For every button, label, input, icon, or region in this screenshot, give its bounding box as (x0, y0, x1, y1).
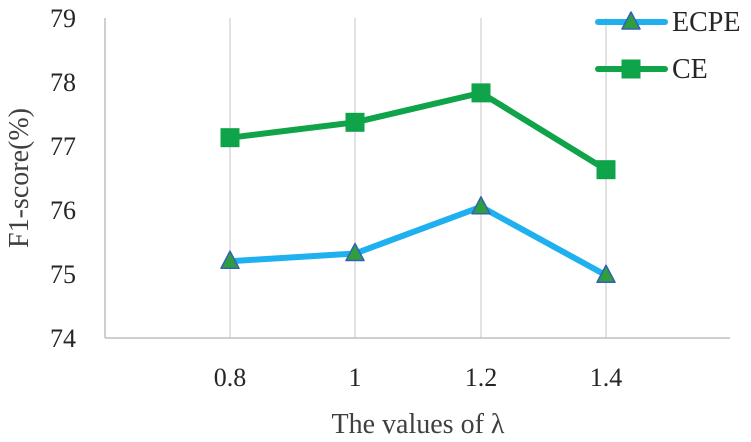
legend-label-ecpe: ECPE (672, 7, 740, 38)
data-point-ce-1.2 (471, 83, 491, 103)
series-layer (220, 83, 616, 284)
series-ecpe (220, 196, 616, 284)
legend-label-ce: CE (672, 54, 708, 85)
y-tick-label: 79 (50, 4, 76, 33)
y-tick-label: 78 (50, 68, 76, 97)
x-tick-label: 1.4 (590, 363, 623, 392)
data-point-ecpe-1 (345, 242, 365, 262)
series-line-ce (227, 89, 609, 173)
y-tick-label: 75 (50, 260, 76, 289)
x-tick-label: 1 (349, 363, 362, 392)
legend-item-ecpe: ECPE (595, 7, 740, 38)
y-tick-label: 77 (50, 132, 76, 161)
data-point-ce-0.8 (220, 128, 240, 148)
y-axis-title: F1-score(%) (4, 108, 35, 248)
x-tick-label: 0.8 (214, 363, 247, 392)
series-ce (220, 83, 616, 180)
y-tick-label: 74 (50, 324, 76, 353)
legend-marker-ce (621, 59, 641, 79)
data-point-ecpe-1.2 (471, 196, 491, 215)
data-point-ce-1 (345, 112, 365, 132)
legend-marker-ecpe (621, 11, 641, 30)
data-point-ce-1.4 (596, 160, 616, 180)
data-point-ecpe-1.4 (596, 264, 616, 284)
y-tick-label: 76 (50, 196, 76, 225)
axes: 74 75 76 77 78 79 0.8 1 1.2 1.4 (50, 4, 730, 392)
series-line-ecpe (227, 203, 609, 279)
x-tick-label: 1.2 (465, 363, 498, 392)
legend-item-ce: CE (595, 54, 708, 85)
legend: ECPE CE (595, 7, 740, 85)
vertical-gridlines (229, 18, 607, 338)
data-point-ecpe-0.8 (220, 250, 240, 269)
x-axis-title: The values of λ (332, 409, 505, 440)
